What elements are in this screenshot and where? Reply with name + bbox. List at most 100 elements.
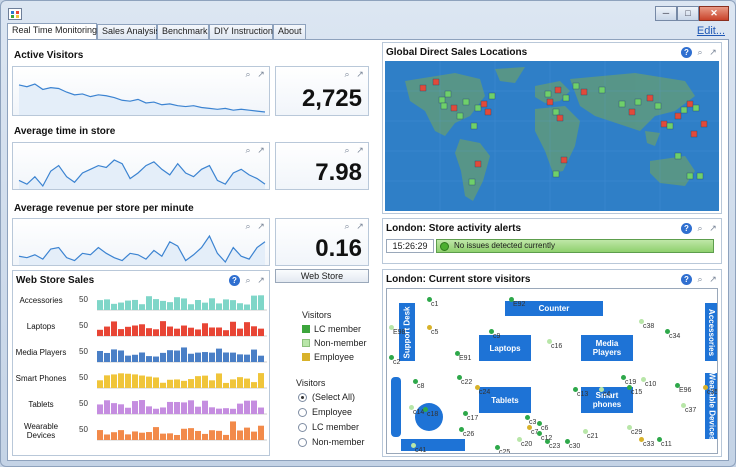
- popout-icon[interactable]: ↗: [709, 47, 717, 57]
- sales-bar[interactable]: [146, 406, 152, 414]
- visitor-marker[interactable]: [599, 387, 604, 392]
- sales-bar[interactable]: [188, 353, 194, 362]
- visitor-marker[interactable]: [627, 425, 632, 430]
- sales-bar[interactable]: [181, 347, 187, 362]
- visitor-marker[interactable]: [489, 329, 494, 334]
- sales-bar[interactable]: [223, 434, 229, 440]
- sales-bar[interactable]: [125, 373, 131, 388]
- sales-bar[interactable]: [125, 407, 131, 414]
- sales-bar[interactable]: [244, 427, 250, 440]
- sales-bar[interactable]: [223, 352, 229, 362]
- sales-bar[interactable]: [97, 350, 103, 362]
- sales-bar[interactable]: [244, 354, 250, 362]
- web-store-button[interactable]: Web Store: [275, 269, 369, 283]
- sales-bar[interactable]: [195, 352, 201, 362]
- zoom-icon[interactable]: ⌕: [245, 275, 251, 285]
- sales-bar[interactable]: [146, 376, 152, 388]
- sales-bar[interactable]: [251, 382, 257, 388]
- close-button[interactable]: ✕: [699, 6, 729, 21]
- sales-bar[interactable]: [167, 379, 173, 388]
- store-location-marker[interactable]: [646, 94, 654, 102]
- zoom-icon[interactable]: ⌕: [697, 274, 703, 284]
- sales-bar[interactable]: [244, 304, 250, 310]
- radio-button[interactable]: [298, 392, 307, 402]
- visitor-marker[interactable]: [627, 385, 632, 390]
- store-location-marker[interactable]: [692, 104, 700, 112]
- zoom-icon[interactable]: ⌕: [245, 69, 251, 79]
- sales-bar[interactable]: [230, 300, 236, 310]
- sales-bar[interactable]: [160, 407, 166, 414]
- sales-bar[interactable]: [118, 302, 124, 310]
- sales-bar[interactable]: [230, 321, 236, 336]
- store-location-marker[interactable]: [572, 82, 580, 90]
- sales-bar[interactable]: [195, 300, 201, 310]
- store-location-marker[interactable]: [462, 98, 470, 106]
- sales-bar[interactable]: [230, 379, 236, 388]
- sales-bar[interactable]: [209, 327, 215, 336]
- sales-bar[interactable]: [202, 302, 208, 310]
- store-location-marker[interactable]: [674, 112, 682, 120]
- store-location-marker[interactable]: [686, 100, 694, 108]
- visitor-marker[interactable]: [455, 351, 460, 356]
- store-location-marker[interactable]: [628, 108, 636, 116]
- sales-bar[interactable]: [97, 430, 103, 440]
- sales-bar[interactable]: [195, 329, 201, 336]
- visitor-marker[interactable]: [411, 443, 416, 448]
- zoom-icon[interactable]: ⌕: [245, 145, 251, 155]
- sales-bar[interactable]: [160, 433, 166, 440]
- visitor-marker[interactable]: [389, 325, 394, 330]
- sales-bar[interactable]: [153, 427, 159, 440]
- store-location-marker[interactable]: [554, 86, 562, 94]
- store-location-marker[interactable]: [474, 160, 482, 168]
- sales-bar[interactable]: [132, 374, 138, 388]
- filter-option-lc-member[interactable]: LC member: [298, 422, 359, 432]
- visitor-marker[interactable]: [703, 385, 708, 390]
- visitor-marker[interactable]: [547, 339, 552, 344]
- sales-bar[interactable]: [216, 303, 222, 310]
- filter-option-select-all[interactable]: (Select All): [298, 392, 355, 402]
- sales-bar[interactable]: [146, 356, 152, 362]
- visitor-marker[interactable]: [537, 431, 542, 436]
- sales-bar[interactable]: [251, 431, 257, 440]
- store-location-marker[interactable]: [580, 88, 588, 96]
- sales-bar[interactable]: [202, 352, 208, 362]
- minimize-button[interactable]: ─: [655, 6, 677, 21]
- sales-bar[interactable]: [104, 352, 110, 362]
- sales-bar[interactable]: [244, 378, 250, 388]
- visitor-marker[interactable]: [389, 355, 394, 360]
- store-location-marker[interactable]: [552, 170, 560, 178]
- visitor-marker[interactable]: [413, 379, 418, 384]
- sales-bar[interactable]: [244, 400, 250, 414]
- popout-icon[interactable]: ↗: [257, 275, 265, 285]
- sales-bar[interactable]: [153, 408, 159, 414]
- sales-bar[interactable]: [216, 408, 222, 414]
- sales-bar[interactable]: [223, 299, 229, 310]
- maximize-button[interactable]: □: [677, 6, 699, 21]
- sales-bar[interactable]: [132, 299, 138, 310]
- help-icon[interactable]: ?: [681, 223, 692, 234]
- store-location-marker[interactable]: [546, 98, 554, 106]
- sales-bar[interactable]: [209, 298, 215, 310]
- sales-bar[interactable]: [167, 326, 173, 336]
- sales-bar[interactable]: [223, 408, 229, 414]
- visitor-marker[interactable]: [495, 445, 500, 450]
- sales-bar[interactable]: [202, 375, 208, 388]
- visitor-marker[interactable]: [459, 427, 464, 432]
- sales-bar[interactable]: [167, 302, 173, 310]
- sales-bar[interactable]: [118, 329, 124, 336]
- store-location-marker[interactable]: [634, 98, 642, 106]
- visitor-marker[interactable]: [423, 407, 428, 412]
- visitor-marker[interactable]: [639, 319, 644, 324]
- sales-bar[interactable]: [132, 325, 138, 336]
- visitor-marker[interactable]: [457, 375, 462, 380]
- zone-media-players[interactable]: Media Players: [581, 335, 633, 361]
- sales-bar[interactable]: [209, 407, 215, 414]
- sales-bar[interactable]: [181, 298, 187, 310]
- sales-bar[interactable]: [139, 352, 145, 362]
- sales-bar[interactable]: [160, 382, 166, 388]
- zone-wearable-devices[interactable]: Wearable Devices: [705, 372, 717, 440]
- sales-bar[interactable]: [111, 321, 117, 336]
- zone-accessories[interactable]: Accessories: [705, 303, 717, 361]
- tab-sales-analysis[interactable]: Sales Analysis: [97, 24, 160, 39]
- sales-bar[interactable]: [132, 431, 138, 440]
